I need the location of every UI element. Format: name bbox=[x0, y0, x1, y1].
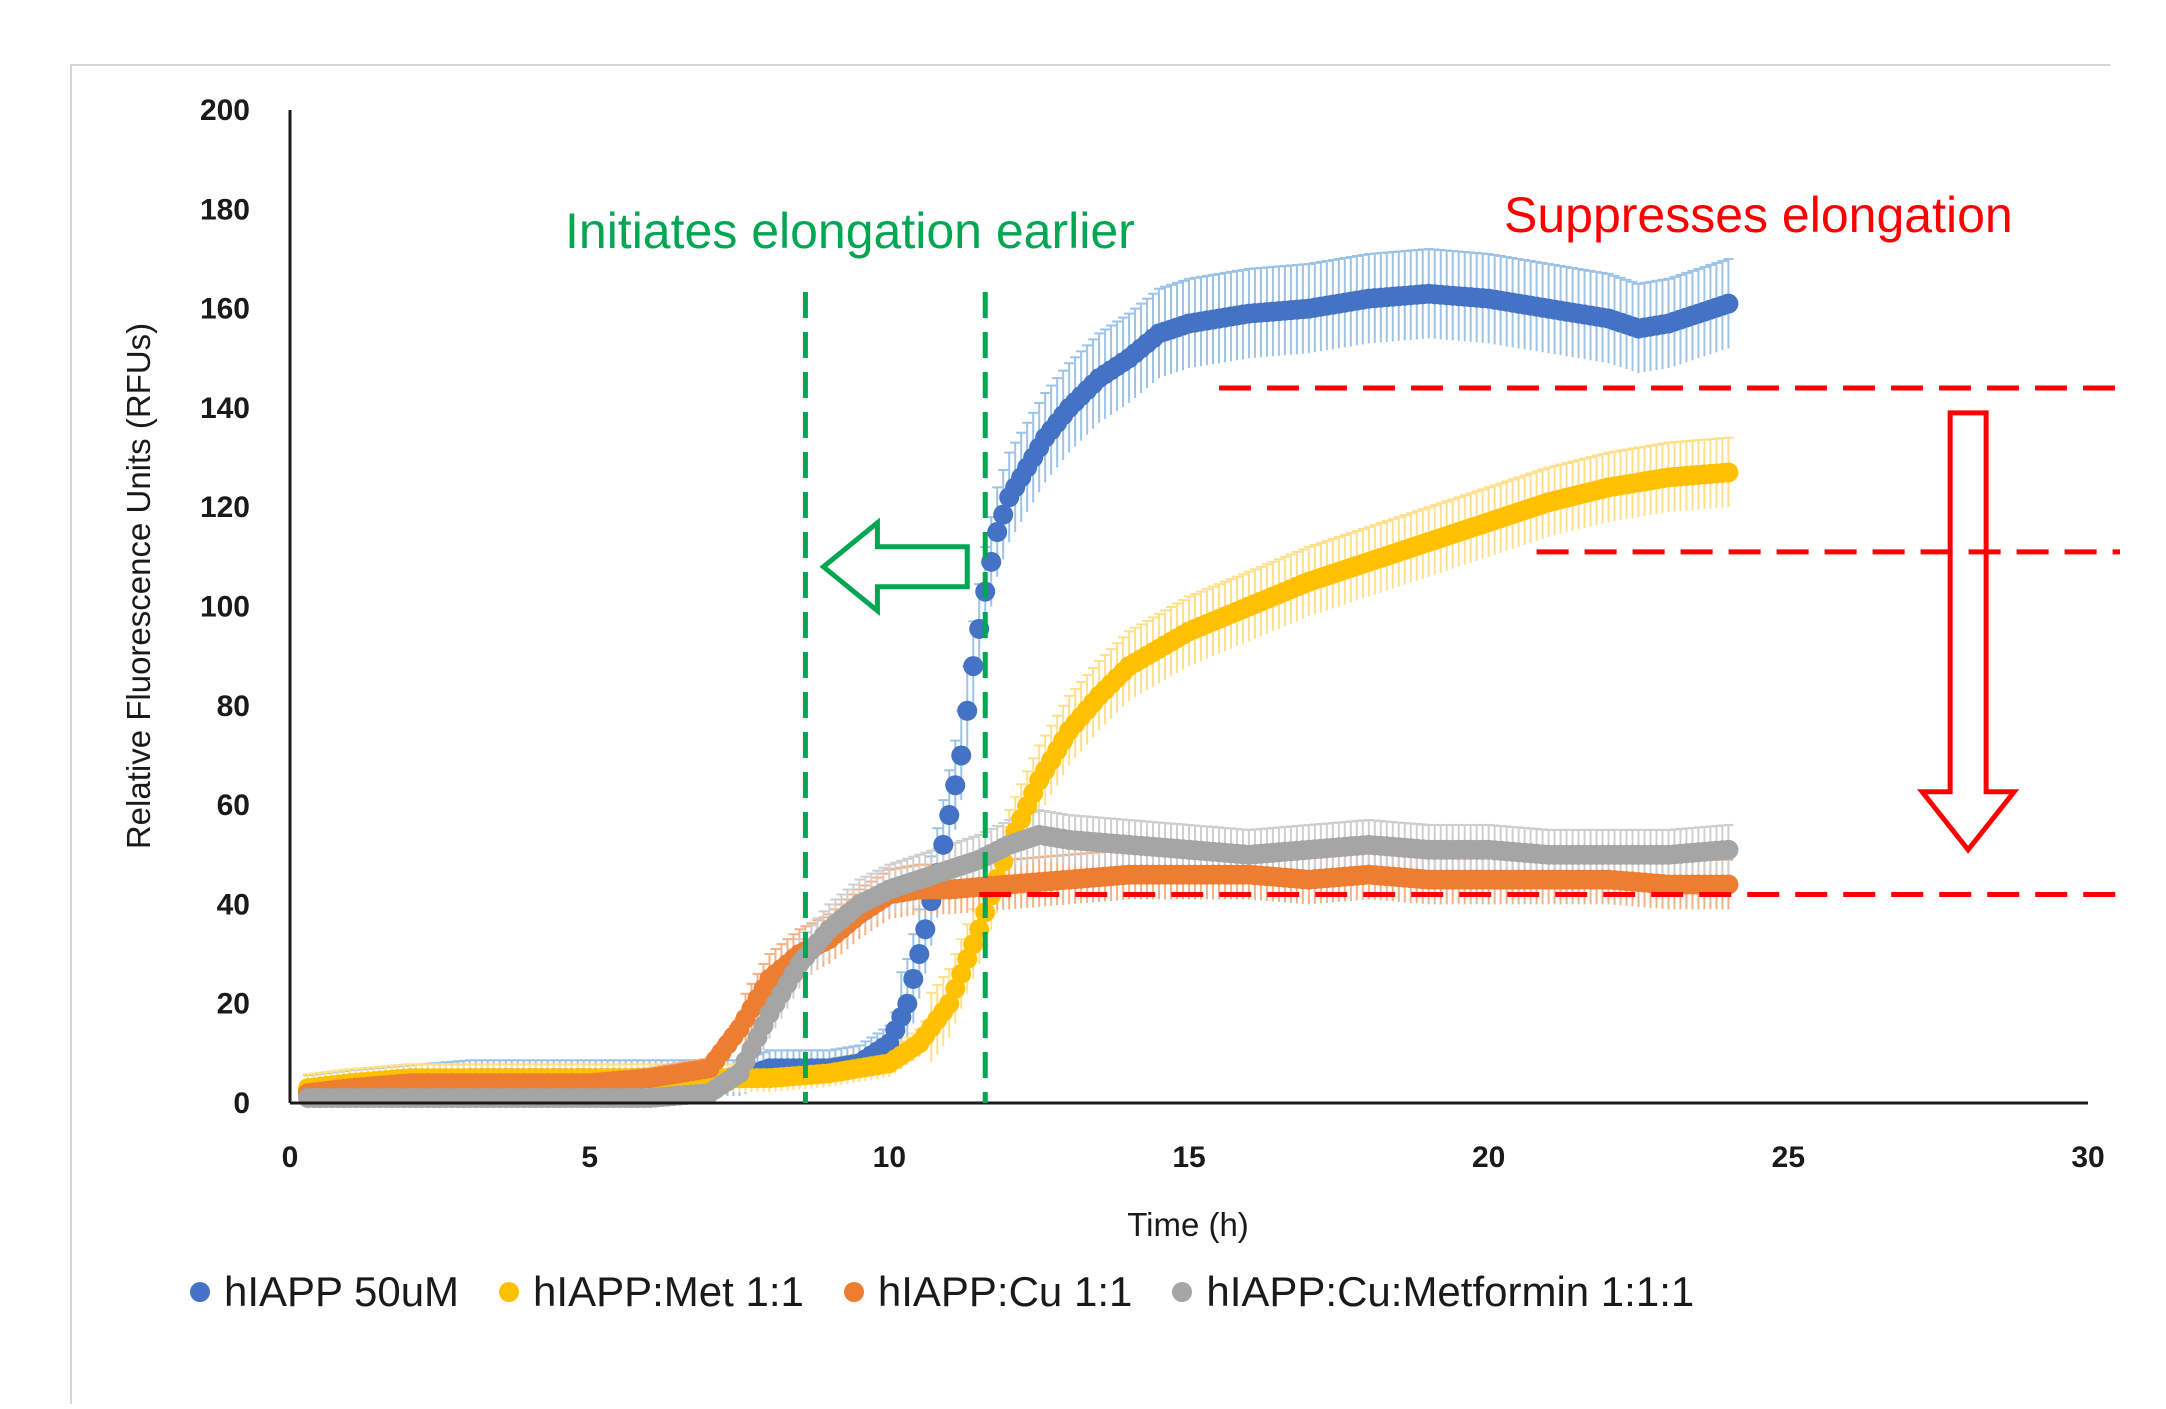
annotation-suppresses-elongation: Suppresses elongation bbox=[1504, 187, 2013, 243]
legend-item-cu: hIAPP:Cu 1:1 bbox=[843, 1268, 1133, 1316]
annotations bbox=[802, 292, 2120, 1103]
data-point bbox=[909, 944, 930, 965]
y-tick-label: 120 bbox=[200, 491, 250, 524]
data-point bbox=[1718, 839, 1739, 860]
y-tick-label: 20 bbox=[217, 988, 250, 1021]
legend-marker-hiapp bbox=[190, 1282, 210, 1302]
x-tick-label: 5 bbox=[581, 1141, 598, 1174]
x-axis-title: Time (h) bbox=[1127, 1206, 1249, 1243]
error-bars bbox=[302, 248, 1734, 1103]
y-tick-label: 200 bbox=[200, 94, 250, 127]
data-point bbox=[915, 919, 936, 940]
y-tick-label: 40 bbox=[217, 888, 250, 921]
data-point bbox=[963, 656, 984, 677]
y-tick-label: 60 bbox=[217, 789, 250, 822]
red-down-arrow bbox=[1916, 410, 2020, 854]
y-axis-title: Relative Fluorescence Units (RFUs) bbox=[120, 323, 157, 849]
axes: 0 20 40 60 80 100 120 140 160 180 200 0 5 10 15 20 25 30 bbox=[200, 94, 2105, 1174]
y-tick-label: 140 bbox=[200, 392, 250, 425]
legend-item-hiapp: hIAPP 50uM bbox=[190, 1268, 459, 1316]
legend-marker-cu bbox=[843, 1282, 864, 1302]
figure-frame-top bbox=[70, 64, 2110, 66]
x-tick-label: 15 bbox=[1172, 1141, 1205, 1174]
legend-label-cu: hIAPP:Cu 1:1 bbox=[877, 1268, 1133, 1315]
y-tick-label: 100 bbox=[200, 591, 250, 624]
data-point bbox=[945, 775, 966, 796]
x-tick-label: 0 bbox=[282, 1141, 299, 1174]
y-tick-label: 180 bbox=[200, 193, 250, 226]
data-point bbox=[993, 504, 1014, 525]
data-point bbox=[1718, 874, 1739, 895]
x-tick-label: 10 bbox=[873, 1141, 906, 1174]
data-point bbox=[957, 700, 978, 721]
data-point bbox=[1718, 462, 1739, 483]
data-point bbox=[903, 968, 924, 989]
data-points bbox=[297, 283, 1739, 1109]
data-point bbox=[933, 834, 954, 855]
x-tick-label: 25 bbox=[1772, 1141, 1805, 1174]
legend-marker-met bbox=[499, 1282, 520, 1302]
annotation-initiates-elongation: Initiates elongation earlier bbox=[565, 203, 1135, 259]
data-point bbox=[987, 522, 1008, 543]
y-tick-label: 160 bbox=[200, 293, 250, 326]
legend: hIAPP 50uM hIAPP:Met 1:1 hIAPP:Cu 1:1 hI… bbox=[190, 1268, 1694, 1316]
legend-label-hiapp: hIAPP 50uM bbox=[224, 1268, 460, 1315]
data-point bbox=[939, 805, 960, 826]
x-tick-label: 30 bbox=[2071, 1141, 2104, 1174]
figure-frame-left bbox=[70, 64, 72, 1404]
legend-item-met: hIAPP:Met 1:1 bbox=[499, 1268, 804, 1316]
data-point bbox=[897, 993, 918, 1014]
legend-item-cu-metformin: hIAPP:Cu:Metformin 1:1:1 bbox=[1172, 1268, 1694, 1316]
data-point bbox=[1718, 293, 1739, 314]
x-tick-label: 20 bbox=[1472, 1141, 1505, 1174]
legend-label-cu-metformin: hIAPP:Cu:Metformin 1:1:1 bbox=[1206, 1268, 1695, 1315]
y-tick-label: 0 bbox=[233, 1087, 250, 1120]
legend-label-met: hIAPP:Met 1:1 bbox=[533, 1268, 804, 1315]
data-point bbox=[951, 745, 972, 766]
green-left-arrow bbox=[819, 517, 970, 617]
y-tick-label: 80 bbox=[217, 690, 250, 723]
legend-marker-cu-metformin bbox=[1172, 1282, 1193, 1302]
